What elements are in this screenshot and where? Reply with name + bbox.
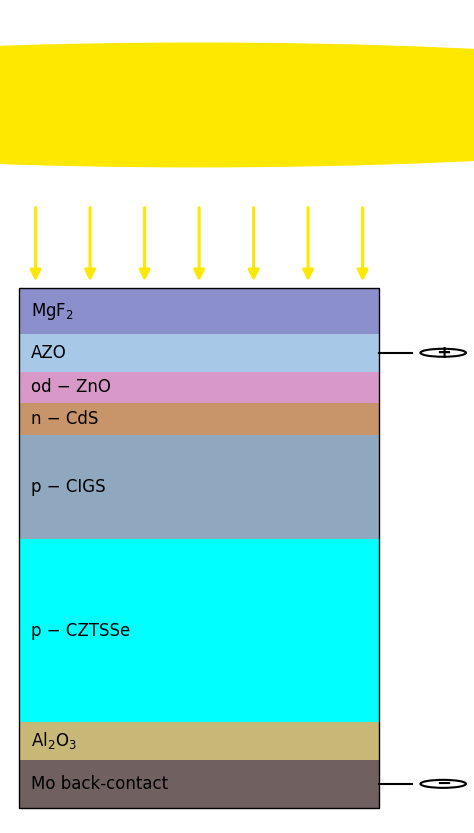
Ellipse shape (0, 42, 474, 167)
Text: Mo back-contact: Mo back-contact (31, 775, 168, 793)
Circle shape (420, 349, 466, 357)
Text: +: + (436, 344, 451, 362)
Text: od − ZnO: od − ZnO (31, 378, 111, 397)
Bar (19, 288, 379, 334)
Bar (19, 760, 379, 808)
Text: −: − (436, 775, 451, 793)
Bar (19, 288, 379, 808)
Circle shape (420, 780, 466, 788)
Bar (19, 372, 379, 403)
Bar (19, 334, 379, 372)
Text: p − CZTSSe: p − CZTSSe (31, 621, 130, 640)
Text: Al$_2$O$_3$: Al$_2$O$_3$ (31, 731, 77, 751)
Bar (19, 539, 379, 722)
Bar (19, 435, 379, 539)
Text: MgF$_2$: MgF$_2$ (31, 301, 73, 322)
Text: n − CdS: n − CdS (31, 410, 98, 428)
Text: AZO: AZO (31, 344, 66, 362)
Text: p − CIGS: p − CIGS (31, 478, 105, 496)
Bar (19, 722, 379, 760)
Bar (19, 403, 379, 435)
